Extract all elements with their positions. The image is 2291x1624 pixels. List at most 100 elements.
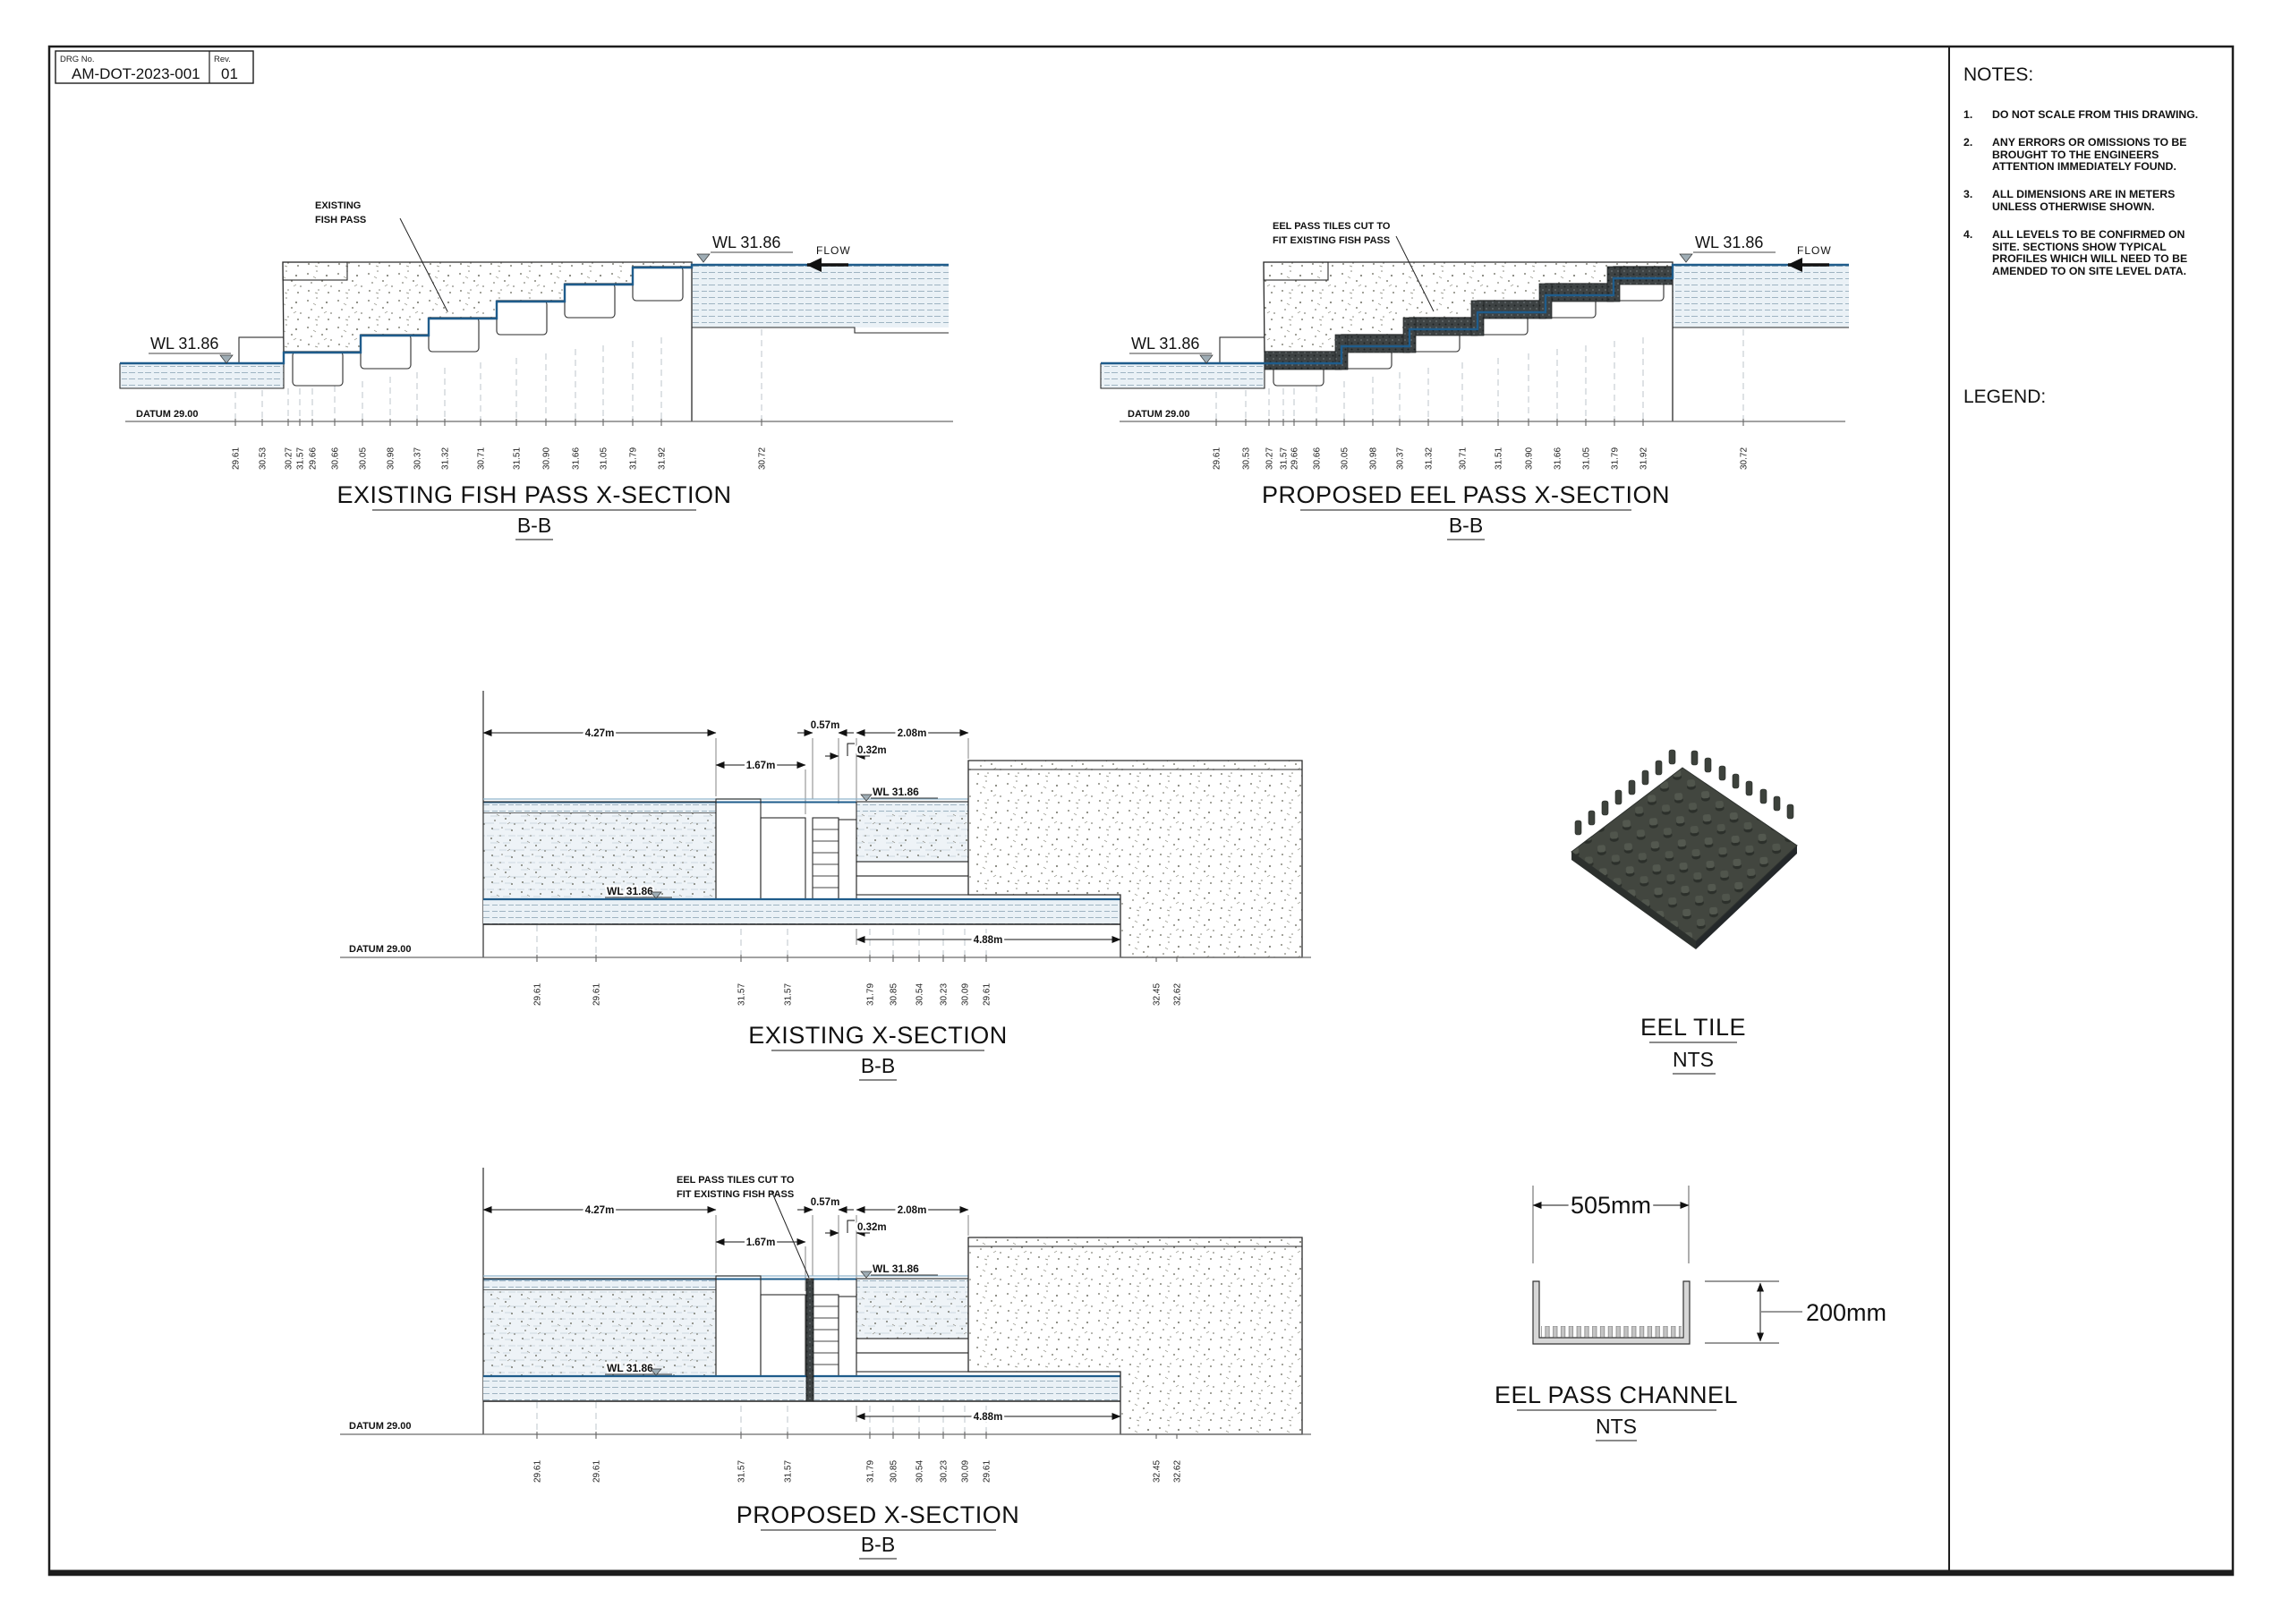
- level-tick-label: 30.09: [961, 983, 971, 1006]
- dim-label: 0.57m: [811, 1197, 840, 1208]
- section-subtitle: B-B: [1449, 514, 1483, 537]
- headwater-pool: [1673, 265, 1849, 327]
- water-level-marker-icon: [650, 891, 662, 899]
- level-tick-label: 32.62: [1173, 983, 1183, 1006]
- level-tick-label: 29.66: [1290, 447, 1300, 470]
- datum-label: DATUM 29.00: [1128, 409, 1189, 420]
- existing-xsection: 29.61 29.61 31.57 31.57 31.79 30.85 30.54 30.23…: [340, 691, 1311, 1081]
- note-text: ANY ERRORS OR OMISSIONS TO BE BROUGHT TO…: [1992, 135, 2187, 174]
- level-tick-label: 31.57: [296, 447, 306, 470]
- level-tick-label: 30.72: [758, 447, 768, 470]
- level-tick-label: 31.57: [1280, 447, 1290, 470]
- detail-subtitle: NTS: [1673, 1048, 1714, 1071]
- legend-heading: LEGEND:: [1963, 387, 2047, 407]
- title-block: DRG No. AM-DOT-2023-001 Rev. 01: [55, 50, 254, 84]
- flow-label: FLOW: [1797, 244, 1832, 257]
- waterline: [120, 263, 949, 365]
- waterline: [1101, 263, 1849, 365]
- eel-tile-detail: EEL TILE NTS: [1571, 749, 1798, 1075]
- section-subtitle: B-B: [517, 514, 551, 537]
- note-item: 3. ALL DIMENSIONS ARE IN METERS UNLESS O…: [1963, 188, 2225, 214]
- concrete-mass: [282, 261, 693, 353]
- level-tick-label: 31.57: [737, 983, 747, 1006]
- water-level-label: WL 31.86: [873, 1263, 919, 1275]
- note-number: 1.: [1963, 108, 1973, 121]
- level-tick-label: 29.61: [983, 1460, 992, 1483]
- water-level-marker-icon: [650, 1368, 662, 1376]
- level-tick-label: 30.66: [1313, 447, 1323, 470]
- section-subtitle: B-B: [861, 1054, 895, 1077]
- eel-tile-image: [1571, 767, 1798, 942]
- dim-label: 505mm: [1571, 1192, 1651, 1219]
- proposed-eel-pass-section: 29.61 30.53 30.27 31.57 29.66 30.66 30.05 30.98…: [1100, 221, 1849, 540]
- note-number: 3.: [1963, 188, 1973, 201]
- level-tick-label: 31.66: [1554, 447, 1563, 470]
- level-tick-label: 30.90: [1525, 447, 1535, 470]
- fish-pass-note: FISH PASS: [315, 215, 366, 225]
- section-title: PROPOSED X-SECTION: [737, 1501, 1020, 1528]
- dim-label: 4.27m: [585, 728, 615, 739]
- level-tick-label: 29.61: [533, 1460, 543, 1483]
- level-tick-label: 31.92: [658, 447, 668, 470]
- water-level-label: WL 31.86: [607, 885, 653, 897]
- level-tick-label: 30.53: [1242, 447, 1252, 470]
- note-item: 4. ALL LEVELS TO BE CONFIRMED ON SITE. S…: [1963, 228, 2225, 278]
- eel-tile-band: [1264, 266, 1674, 370]
- eel-tile-studs: [1574, 749, 1794, 836]
- water-level-marker-icon: [696, 253, 711, 263]
- dim-label: 2.08m: [898, 1205, 927, 1216]
- dim-label: 0.57m: [811, 720, 840, 731]
- level-tick-label: 29.61: [592, 983, 602, 1006]
- level-tick-label: 31.79: [629, 447, 639, 470]
- dim-label: 200mm: [1806, 1299, 1886, 1326]
- dim-label: 2.08m: [898, 728, 927, 739]
- dim-label: 1.67m: [746, 1237, 776, 1248]
- level-tick-label: 31.57: [784, 983, 794, 1006]
- dim-label: 0.32m: [857, 745, 887, 756]
- water-level-marker-icon: [1679, 253, 1693, 263]
- level-tick-label: 31.66: [572, 447, 582, 470]
- channel-teeth: [1541, 1326, 1682, 1338]
- level-tick-label: 30.37: [1396, 447, 1406, 470]
- tailwater-pool: [120, 363, 284, 388]
- level-tick-label: 32.45: [1153, 1460, 1163, 1483]
- dim-label: 0.32m: [857, 1222, 887, 1233]
- level-tick-label: 31.57: [784, 1460, 794, 1483]
- level-tick-label: 30.66: [331, 447, 341, 470]
- concrete-bank: [967, 760, 1303, 958]
- level-tick-label: 30.54: [916, 1460, 925, 1483]
- eel-tiles-note: FIT EXISTING FISH PASS: [1273, 235, 1390, 246]
- level-tick-label: 31.51: [1495, 447, 1504, 470]
- datum-label: DATUM 29.00: [349, 944, 411, 955]
- level-tick-label: 30.23: [940, 1460, 950, 1483]
- concrete-block: [238, 336, 285, 364]
- level-tick-label: 31.32: [1425, 447, 1435, 470]
- flooded-bed: [483, 813, 716, 899]
- water-level-marker-icon: [860, 1271, 873, 1279]
- level-tick-label: 31.51: [513, 447, 523, 470]
- concrete-bank: [967, 1237, 1303, 1435]
- level-tick-label: 30.85: [890, 1460, 899, 1483]
- existing-fish-pass-section: 29.61 30.53 30.27 31.57 29.66 30.66 30.05 30.98…: [119, 200, 953, 540]
- level-tick-label: 30.09: [961, 1460, 971, 1483]
- water-level-label: WL 31.86: [712, 234, 780, 251]
- level-tick-label: 30.54: [916, 983, 925, 1006]
- notes-panel: NOTES: 1. DO NOT SCALE FROM THIS DRAWING…: [1963, 64, 2225, 293]
- level-tick-label: 30.05: [1341, 447, 1350, 470]
- eel-tiles-note: FIT EXISTING FISH PASS: [677, 1189, 794, 1200]
- datum-label: DATUM 29.00: [349, 1421, 411, 1432]
- water-level-label: WL 31.86: [1695, 234, 1763, 251]
- proposed-xsection: 29.61 29.61 31.57 31.57 31.79 30.85 30.54 30.23…: [340, 1168, 1311, 1560]
- note-number: 2.: [1963, 135, 1973, 149]
- dim-label: 4.88m: [974, 1412, 1003, 1423]
- section-title: EXISTING FISH PASS X-SECTION: [336, 481, 731, 508]
- dim-label: 1.67m: [746, 761, 776, 771]
- section-subtitle: B-B: [861, 1533, 895, 1556]
- level-tick-label: 31.57: [737, 1460, 747, 1483]
- level-tick-label: 30.90: [542, 447, 552, 470]
- level-tick-label: 31.79: [866, 1460, 876, 1483]
- level-tick-label: 29.61: [232, 447, 242, 470]
- level-tick-label: 30.72: [1740, 447, 1750, 470]
- note-text: DO NOT SCALE FROM THIS DRAWING.: [1992, 108, 2199, 121]
- detail-title: EEL PASS CHANNEL: [1495, 1382, 1738, 1408]
